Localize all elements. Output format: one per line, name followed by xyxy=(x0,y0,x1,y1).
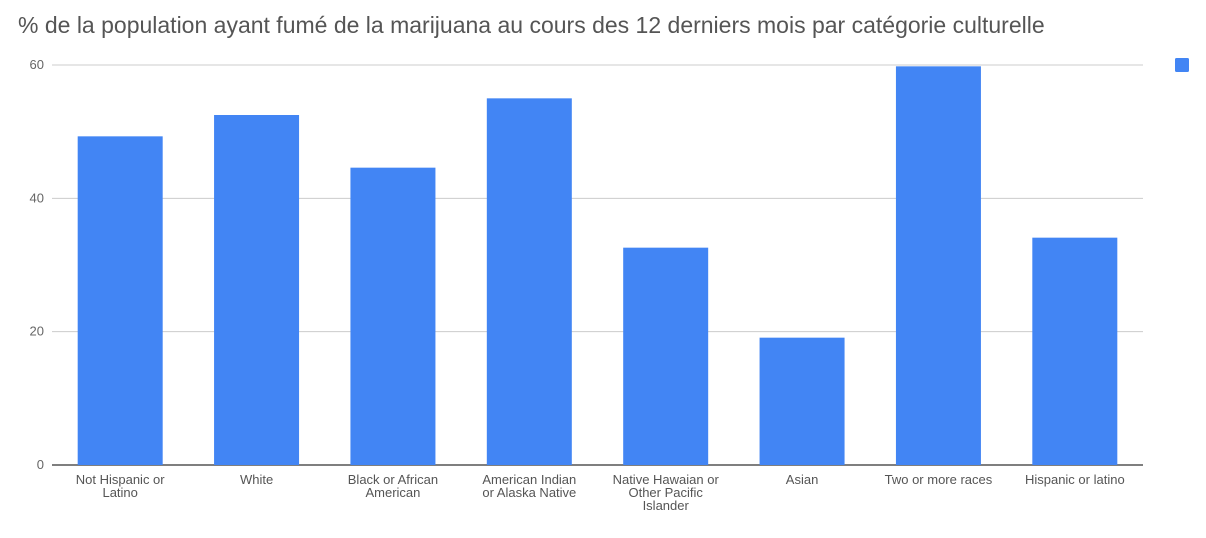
x-category-label: Hispanic or latino xyxy=(1025,472,1125,487)
y-tick-label: 40 xyxy=(30,190,44,205)
bar-1 xyxy=(214,115,300,465)
y-axis-ticks: 0 20 40 60 xyxy=(30,57,44,472)
bar-3 xyxy=(486,98,572,465)
bar-5 xyxy=(759,337,845,465)
x-category-label: American Indian or Alaska Native xyxy=(482,472,576,500)
x-axis-labels: Not Hispanic or Latino White Black or Afric… xyxy=(76,472,1125,513)
x-category-label: Asian xyxy=(786,472,819,487)
x-category-label: Two or more races xyxy=(885,472,993,487)
x-category-label: White xyxy=(240,472,273,487)
x-category-label: Native Hawaian or Other Pacific Islander xyxy=(613,472,720,513)
legend-swatch xyxy=(1175,58,1189,72)
y-tick-label: 20 xyxy=(30,324,44,339)
chart-title: % de la population ayant fumé de la mari… xyxy=(18,12,1045,38)
bars xyxy=(77,66,1118,466)
bar-7 xyxy=(1032,237,1118,465)
legend xyxy=(1175,58,1189,72)
bar-6 xyxy=(895,66,981,465)
bar-4 xyxy=(623,247,709,465)
bar-0 xyxy=(77,136,163,466)
y-tick-label: 0 xyxy=(37,457,44,472)
bar-2 xyxy=(350,167,436,465)
x-category-label: Black or African American xyxy=(348,472,438,500)
x-category-label: Not Hispanic or Latino xyxy=(76,472,166,500)
y-tick-label: 60 xyxy=(30,57,44,72)
